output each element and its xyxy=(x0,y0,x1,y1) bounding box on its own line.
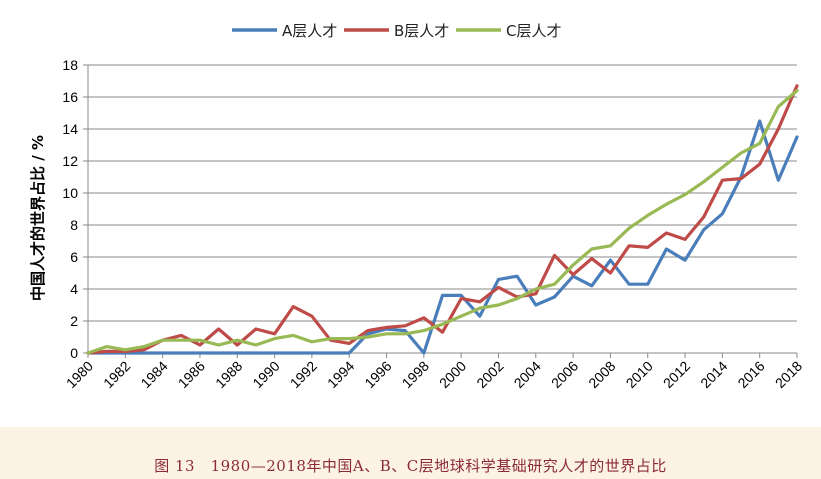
y-tick-label: 18 xyxy=(62,57,78,73)
y-tick-label: 2 xyxy=(70,313,78,329)
series-line-a xyxy=(86,119,799,355)
legend-label-c: C层人才 xyxy=(506,22,561,40)
axes xyxy=(87,65,797,354)
x-tick-label: 2008 xyxy=(585,358,618,391)
y-tick-label: 0 xyxy=(70,345,78,361)
x-tick-label: 2000 xyxy=(436,358,469,391)
series-line-b xyxy=(86,84,799,355)
series-lines xyxy=(86,84,799,355)
y-axis-label: 中国人才的世界占比 / % xyxy=(29,135,47,301)
series-line-c xyxy=(86,88,799,355)
legend-label-b: B层人才 xyxy=(394,22,449,40)
x-tick-label: 1986 xyxy=(175,358,208,391)
x-tick-label: 2004 xyxy=(511,358,544,391)
x-tick-label: 2014 xyxy=(697,358,730,391)
y-axis-ticks: 0 2 4 6 8 10 12 14 16 18 xyxy=(62,57,88,361)
x-tick-label: 2012 xyxy=(660,358,693,391)
x-tick-label: 2002 xyxy=(473,358,506,391)
legend: A层人才 B层人才 C层人才 xyxy=(232,22,561,40)
y-tick-label: 4 xyxy=(70,281,78,297)
x-tick-label: 2006 xyxy=(548,358,581,391)
x-tick-label: 1996 xyxy=(361,358,394,391)
x-tick-label: 1990 xyxy=(249,358,282,391)
x-axis-ticks: 1980 1982 1984 1986 1988 1990 1992 1994 1996 1998… xyxy=(63,353,805,391)
legend-label-a: A层人才 xyxy=(282,22,337,40)
y-tick-label: 12 xyxy=(62,153,78,169)
x-tick-label: 1984 xyxy=(137,358,170,391)
x-tick-label: 2016 xyxy=(734,358,767,391)
x-tick-label: 1980 xyxy=(63,358,96,391)
x-tick-label: 1992 xyxy=(287,358,320,391)
x-tick-label: 1998 xyxy=(399,358,432,391)
plot-panel: A层人才 B层人才 C层人才 0 2 4 6 8 10 12 14 16 18 1980 1982 198… xyxy=(0,0,821,427)
y-tick-label: 14 xyxy=(62,121,78,137)
y-tick-label: 8 xyxy=(70,217,78,233)
x-tick-label: 1988 xyxy=(212,358,245,391)
figure-caption: 图 13 1980—2018年中国A、B、C层地球科学基础研究人才的世界占比 xyxy=(154,457,667,475)
y-tick-label: 10 xyxy=(62,185,78,201)
x-tick-label: 1994 xyxy=(324,358,357,391)
y-tick-label: 16 xyxy=(62,89,78,105)
gridlines xyxy=(88,64,797,322)
x-tick-label: 2010 xyxy=(623,358,656,391)
y-tick-label: 6 xyxy=(70,249,78,265)
x-tick-label: 1982 xyxy=(100,358,133,391)
x-tick-label: 2018 xyxy=(772,358,805,391)
